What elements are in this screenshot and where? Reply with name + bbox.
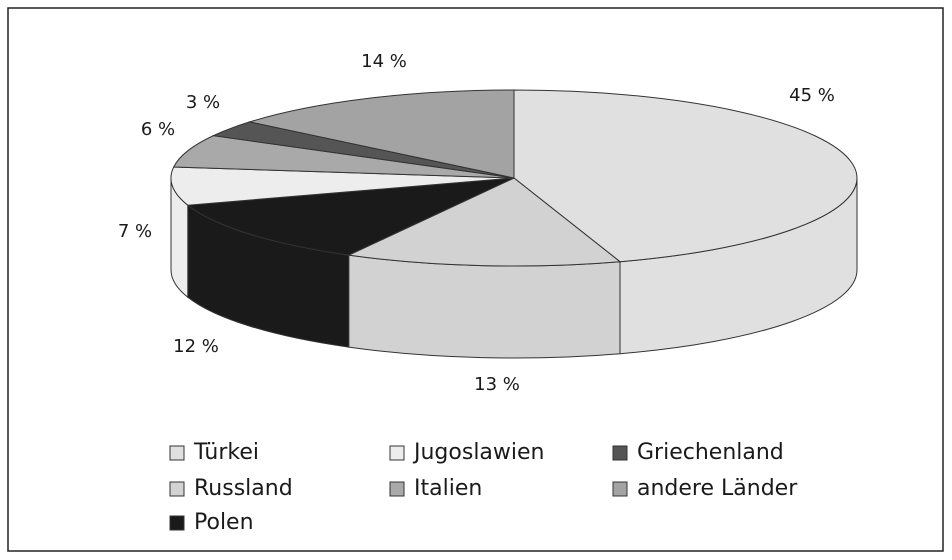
legend-swatch (389, 481, 405, 497)
pie-slice (347, 177, 622, 267)
legend-swatch (169, 515, 185, 531)
legend-label: andere Länder (637, 476, 798, 501)
legend-swatch (169, 445, 185, 461)
pie-slice (513, 89, 858, 263)
pie-slice (170, 166, 515, 206)
pie-side (348, 254, 621, 359)
legend-swatch (612, 481, 628, 497)
legend-label: Russland (194, 476, 293, 501)
legend-label: Jugoslawien (412, 440, 545, 465)
legend-label: Polen (194, 510, 254, 535)
legend-label: Türkei (193, 440, 259, 465)
data-label: 45 % (789, 85, 835, 106)
data-label: 13 % (474, 374, 520, 395)
pie-slice (186, 177, 515, 256)
data-label: 6 % (141, 119, 175, 140)
pie-slice (172, 135, 515, 179)
data-label: 12 % (173, 336, 219, 357)
legend-label: Italien (414, 476, 482, 501)
legend-swatch (169, 481, 185, 497)
legend-label: Griechenland (637, 440, 784, 465)
legend-swatch (612, 445, 628, 461)
pie-slice (247, 89, 515, 179)
legend-swatch (389, 445, 405, 461)
data-label: 3 % (186, 92, 220, 113)
data-label: 7 % (118, 221, 152, 242)
data-label: 14 % (361, 51, 407, 72)
